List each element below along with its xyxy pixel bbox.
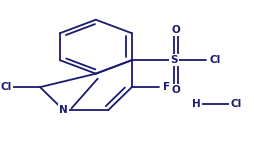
Text: Cl: Cl [210, 55, 221, 65]
Text: O: O [172, 25, 181, 35]
Text: H: H [192, 99, 201, 109]
Text: Cl: Cl [1, 82, 12, 92]
Text: F: F [163, 82, 170, 92]
Text: S: S [170, 55, 178, 65]
Text: N: N [59, 105, 68, 115]
Text: Cl: Cl [230, 99, 242, 109]
Text: O: O [172, 85, 181, 95]
